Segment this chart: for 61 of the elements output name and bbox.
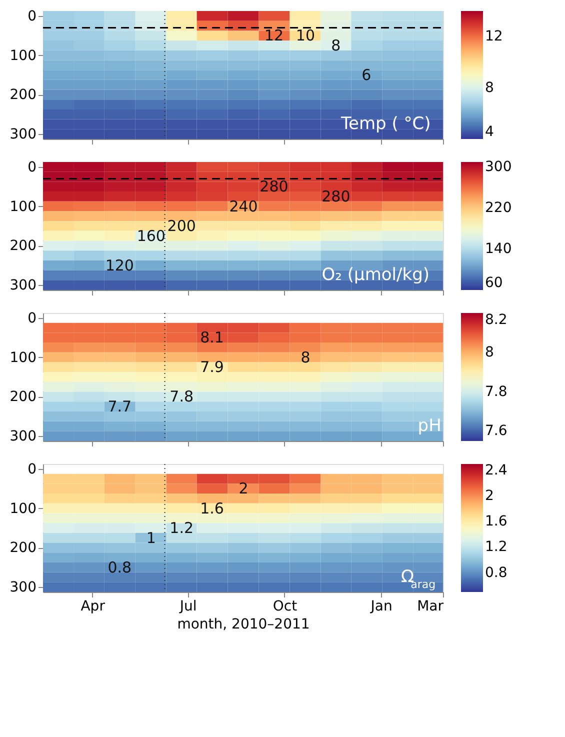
data-label: 240	[229, 197, 258, 216]
data-label: 8	[331, 36, 341, 54]
data-label: 12	[264, 26, 284, 45]
x-tick-label: Mar	[417, 598, 444, 614]
y-tick-label: 300	[10, 428, 36, 445]
color-bar-label: 0.8	[485, 564, 508, 581]
x-tick-label: Jan	[370, 598, 392, 614]
color-bar-label: 2.4	[485, 462, 508, 478]
y-tick-label: 0	[28, 310, 36, 326]
annotation: Temp ( °C)	[340, 114, 431, 134]
color-bar-label: 8	[485, 344, 494, 360]
y-tick-label: 300	[10, 278, 36, 294]
y-tick-label: 100	[10, 48, 36, 64]
color-bar-label: 12	[485, 28, 503, 45]
data-label: 1.2	[170, 519, 194, 537]
data-label: 2	[238, 480, 248, 498]
color-bar-label: 8	[485, 80, 494, 96]
y-tick-label: 0	[28, 8, 36, 24]
color-bar-label: 4	[485, 124, 494, 140]
y-tick-label: 200	[10, 87, 36, 104]
x-tick-label: Oct	[272, 598, 298, 614]
data-label: 1	[146, 528, 156, 547]
y-tick-label: 300	[10, 126, 36, 143]
x-axis-title: month, 2010–2011	[177, 616, 310, 632]
data-label: 7.8	[170, 388, 194, 406]
data-label: 0.8	[108, 558, 132, 576]
data-label: 6	[362, 66, 372, 84]
y-tick-label: 200	[10, 540, 36, 556]
color-bar-label: 1.6	[485, 514, 508, 530]
data-label: 10	[296, 26, 316, 45]
color-bar-label: 60	[485, 275, 503, 291]
color-bar-label: 300	[485, 159, 512, 176]
data-label: 1.6	[200, 499, 224, 518]
data-label: 8	[300, 348, 310, 366]
data-label: 8.1	[200, 328, 224, 347]
data-label: 200	[167, 217, 196, 235]
color-bar-label: 220	[485, 200, 512, 216]
color-bar-label: 140	[485, 241, 512, 258]
y-tick-label: 100	[10, 500, 36, 517]
annotation: O₂ (μmol/kg)	[322, 265, 430, 285]
color-bar-label: 2	[485, 488, 494, 504]
x-tick-label: Jul	[178, 598, 197, 614]
y-tick-label: 0	[28, 159, 36, 176]
x-tick-label: Apr	[80, 598, 106, 614]
y-tick-label: 100	[10, 350, 36, 366]
color-bar-label: 1.2	[485, 539, 508, 556]
y-tick-label: 200	[10, 389, 36, 406]
y-tick-label: 100	[10, 198, 36, 215]
data-label: 160	[136, 226, 166, 245]
data-label: 280	[260, 178, 288, 196]
data-label: 7.7	[108, 398, 132, 416]
y-tick-label: 0	[28, 461, 36, 478]
color-bar-label: 8.2	[485, 312, 508, 328]
color-bar-label: 7.6	[485, 423, 508, 440]
y-tick-label: 200	[10, 238, 36, 254]
data-label: 7.9	[200, 358, 224, 376]
color-bar-label: 7.8	[485, 384, 508, 400]
data-label: 120	[105, 256, 134, 274]
data-label: 280	[322, 187, 350, 206]
annotation: pH	[418, 416, 442, 436]
y-tick-label: 300	[10, 580, 36, 596]
